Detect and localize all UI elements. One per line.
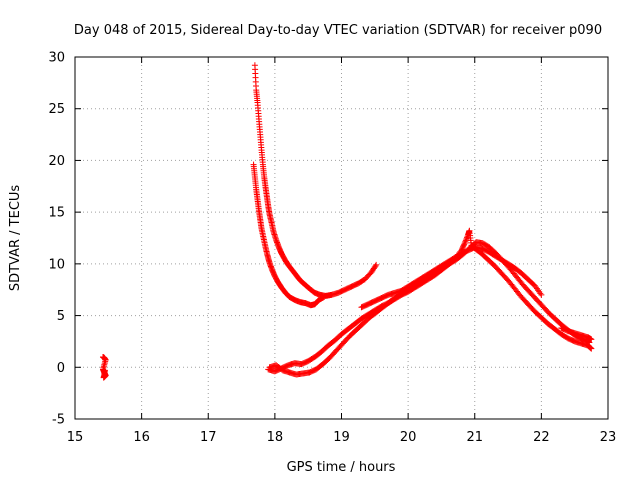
y-tick-label: 15	[48, 206, 65, 221]
data-point-marker	[587, 344, 594, 351]
y-axis-ticks: -5 0 5 10 15 20 25 30	[48, 51, 608, 428]
y-tick-label: -5	[52, 413, 65, 428]
data-point-marker	[320, 294, 327, 301]
x-axis-ticks: 15 16 17 18 19 20 21 22 23	[67, 57, 617, 445]
grid-lines	[75, 57, 608, 419]
x-tick-label: 19	[333, 430, 350, 445]
series-steep-arc-upper	[251, 62, 380, 299]
data-point-marker	[373, 261, 380, 268]
data-point-marker	[461, 241, 468, 248]
data-markers	[99, 62, 595, 381]
data-point-marker	[588, 336, 595, 343]
x-tick-label: 16	[133, 430, 150, 445]
y-tick-label: 25	[48, 102, 65, 117]
data-point-marker	[538, 291, 545, 298]
y-tick-label: 10	[48, 257, 65, 272]
x-tick-label: 15	[67, 430, 84, 445]
data-point-marker	[588, 345, 595, 352]
x-tick-label: 23	[600, 430, 617, 445]
x-tick-label: 20	[400, 430, 417, 445]
data-point-marker	[101, 367, 108, 374]
y-tick-label: 0	[57, 361, 65, 376]
series-cluster-near-15.4h	[99, 353, 109, 381]
series-rising-band-c	[358, 244, 545, 311]
data-point-marker	[372, 263, 379, 270]
x-tick-label: 17	[200, 430, 217, 445]
y-tick-label: 5	[57, 309, 65, 324]
y-axis-label: SDTVAR / TECUs	[8, 185, 23, 292]
y-tick-label: 20	[48, 154, 65, 169]
data-point-marker	[461, 240, 468, 247]
x-tick-label: 18	[267, 430, 284, 445]
data-point-marker	[462, 238, 469, 245]
x-tick-label: 22	[533, 430, 550, 445]
y-tick-label: 30	[48, 51, 65, 66]
data-point-marker	[463, 236, 470, 243]
chart-title: Day 048 of 2015, Sidereal Day-to-day VTE…	[74, 23, 602, 38]
x-tick-label: 21	[466, 430, 483, 445]
x-axis-label: GPS time / hours	[287, 460, 396, 475]
data-point-marker	[587, 345, 594, 352]
data-point-marker	[321, 293, 328, 300]
series-tail-segment	[558, 324, 595, 343]
series-steep-arc-lower	[250, 161, 328, 309]
